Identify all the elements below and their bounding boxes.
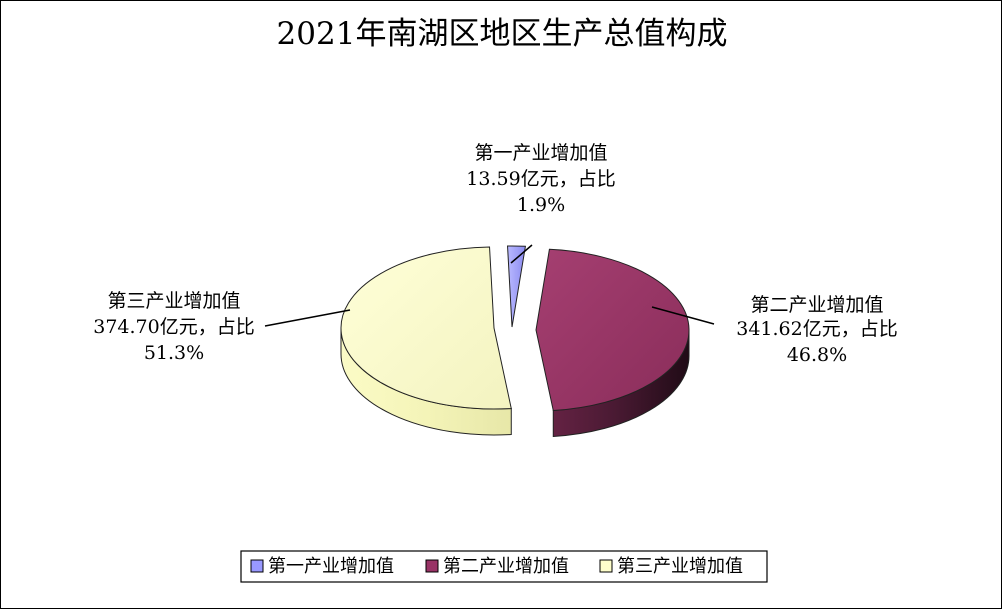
leader-line-2 (651, 306, 715, 325)
data-label-2: 第二产业增加值 341.62亿元，占比 46.8% (736, 294, 897, 366)
leader-line-1 (510, 244, 533, 264)
data-label-3-line-2: 374.70亿元，占比 (93, 316, 254, 338)
data-label-3: 第三产业增加值 374.70亿元，占比 51.3% (93, 290, 254, 364)
data-label-1-line-1: 第一产业增加值 (474, 142, 607, 164)
pie-slice-2 (535, 248, 690, 412)
legend: 第一产业增加值 第二产业增加值 第三产业增加值 (240, 550, 768, 583)
chart-title: 2021年南湖区地区生产总值构成 (277, 16, 728, 52)
data-label-3-line-3: 51.3% (144, 342, 204, 364)
data-label-1-line-3: 1.9% (517, 194, 565, 216)
pie-group (340, 245, 690, 438)
legend-box (240, 550, 768, 583)
legend-label-2: 第二产业增加值 (443, 556, 569, 577)
data-label-2-line-2: 341.62亿元，占比 (736, 318, 897, 340)
pie-slice-1 (507, 245, 526, 328)
leader-line-3 (264, 309, 351, 327)
data-label-2-line-1: 第二产业增加值 (750, 294, 883, 316)
data-label-3-line-1: 第三产业增加值 (107, 290, 240, 312)
pie-slice-3 (340, 246, 512, 410)
data-label-1: 第一产业增加值 13.59亿元，占比 1.9% (466, 142, 615, 216)
legend-swatch-2 (425, 559, 439, 573)
legend-label-1: 第一产业增加值 (268, 556, 394, 577)
legend-swatch-3 (599, 559, 613, 573)
data-label-1-line-2: 13.59亿元，占比 (466, 168, 615, 190)
legend-swatch-1 (250, 559, 264, 573)
data-label-2-line-3: 46.8% (787, 344, 847, 366)
legend-label-3: 第三产业增加值 (617, 556, 743, 577)
